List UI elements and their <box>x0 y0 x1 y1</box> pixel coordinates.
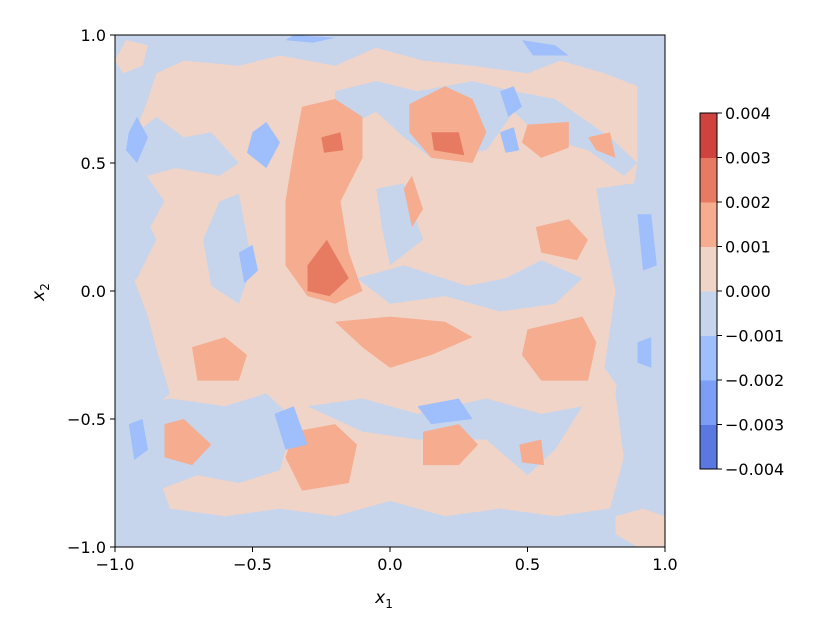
colorbar-tick-label: 0.001 <box>725 238 771 257</box>
plot-area <box>114 34 666 548</box>
contour-region <box>357 260 583 312</box>
contour-region <box>519 439 544 466</box>
contour-region <box>615 508 665 547</box>
contour-region <box>403 175 423 227</box>
y-axis-label: x2 <box>29 283 52 302</box>
colorbar-band <box>700 113 717 158</box>
contour-region <box>238 244 258 284</box>
contour-region <box>285 35 335 43</box>
colorbar-tick-label: −0.002 <box>725 371 784 390</box>
contour-region <box>247 122 280 169</box>
colorbar-tick-label: −0.004 <box>725 460 784 479</box>
y-axis-label-subscript: 2 <box>38 283 52 291</box>
x-tick-label: −1.0 <box>96 555 135 574</box>
contour-region <box>535 219 588 261</box>
contour-region <box>126 116 148 163</box>
contour-region <box>522 122 569 158</box>
x-axis-label-main: x <box>374 588 386 608</box>
contour-region <box>417 398 473 425</box>
y-axis-label-main: x <box>29 290 49 302</box>
contour-region <box>115 209 157 291</box>
x-tick-label: 0.0 <box>377 555 402 574</box>
contour-region <box>376 183 423 266</box>
colorbar: 0.004 0.003 0.002 0.001 0.000 −0.001 −0.002 −0.… <box>699 104 784 479</box>
colorbar-band <box>700 335 717 381</box>
x-tick-label: −0.5 <box>233 555 272 574</box>
contour-region <box>423 424 478 466</box>
colorbar-band <box>700 246 717 292</box>
contour-region <box>115 316 170 419</box>
contour-region <box>500 86 522 117</box>
x-axis-ticks: −1.0 −0.5 0.0 0.5 1.0 <box>96 547 678 574</box>
contour-region <box>335 316 473 368</box>
contour-region <box>409 86 487 163</box>
y-tick-label: 1.0 <box>81 26 106 45</box>
colorbar-tick-label: 0.004 <box>725 104 771 123</box>
contour-region <box>203 193 253 304</box>
colorbar-tick-label: −0.001 <box>725 327 784 346</box>
contour-region <box>115 40 148 74</box>
contour-region <box>321 132 344 153</box>
colorbar-band <box>700 202 717 247</box>
colorbar-tick-label: 0.000 <box>725 282 771 301</box>
contour-region <box>588 132 616 158</box>
contour-region <box>164 419 212 466</box>
contour-region <box>192 337 247 381</box>
y-tick-label: 0.0 <box>81 282 106 301</box>
contour-region <box>431 132 465 156</box>
y-tick-label: 0.5 <box>81 154 106 173</box>
x-tick-label: 1.0 <box>652 555 677 574</box>
colorbar-tick-label: −0.003 <box>725 416 784 435</box>
contour-region <box>126 116 239 176</box>
contour-regions <box>115 35 665 547</box>
contour-region <box>637 214 657 271</box>
colorbar-band <box>700 380 717 425</box>
colorbar-band <box>700 291 717 336</box>
x-tick-label: 0.5 <box>515 555 540 574</box>
contour-region <box>274 406 308 450</box>
contour-region <box>637 337 652 368</box>
colorbar-tick-label: 0.002 <box>725 193 771 212</box>
contour-region <box>500 127 520 153</box>
contour-region <box>307 239 349 297</box>
contour-region <box>128 419 148 460</box>
contour-region <box>522 40 569 56</box>
colorbar-tick-label: 0.003 <box>725 149 771 168</box>
y-tick-label: −1.0 <box>67 538 106 557</box>
contour-region <box>522 316 597 381</box>
x-axis-label-subscript: 1 <box>385 597 393 611</box>
y-axis-ticks: −1.0 −0.5 0.0 0.5 1.0 <box>67 26 115 557</box>
x-axis-label: x1 <box>374 588 393 611</box>
colorbar-band <box>700 424 717 470</box>
y-tick-label: −0.5 <box>67 410 106 429</box>
colorbar-band <box>700 157 717 203</box>
contour-region <box>120 521 597 545</box>
